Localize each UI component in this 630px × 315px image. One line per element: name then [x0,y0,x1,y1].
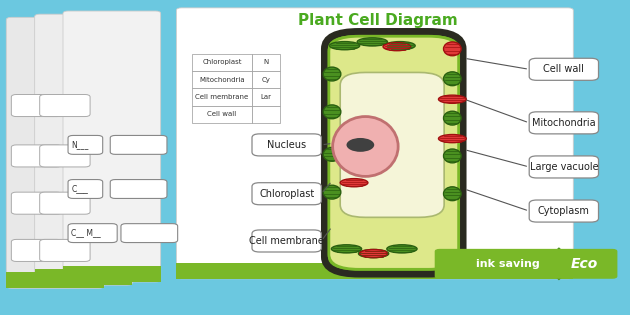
Bar [252,88,280,106]
FancyBboxPatch shape [11,94,62,117]
Ellipse shape [323,185,341,199]
Bar [176,263,573,279]
FancyBboxPatch shape [435,249,617,279]
Bar [252,71,280,88]
Ellipse shape [438,135,466,143]
FancyBboxPatch shape [252,134,321,156]
Text: ink saving: ink saving [476,259,540,269]
Bar [192,106,252,123]
FancyBboxPatch shape [40,145,90,167]
Text: Nucleus: Nucleus [267,140,306,150]
Text: Cell wall: Cell wall [544,64,584,74]
Text: Mitochondria: Mitochondria [532,118,595,128]
Ellipse shape [323,147,341,161]
FancyBboxPatch shape [252,183,321,205]
FancyBboxPatch shape [68,224,117,243]
Text: Eco: Eco [571,257,598,271]
FancyBboxPatch shape [6,17,104,288]
FancyBboxPatch shape [529,112,598,134]
Bar [192,88,252,106]
Text: Large vacuole: Large vacuole [530,162,598,172]
FancyBboxPatch shape [529,156,598,178]
FancyBboxPatch shape [11,239,62,261]
FancyBboxPatch shape [110,135,167,154]
Ellipse shape [444,42,461,56]
Ellipse shape [329,42,360,50]
Text: Chloroplast: Chloroplast [202,59,242,65]
FancyBboxPatch shape [176,8,573,279]
FancyBboxPatch shape [40,94,90,117]
FancyBboxPatch shape [324,32,463,274]
Ellipse shape [357,38,387,46]
Ellipse shape [323,105,341,119]
FancyBboxPatch shape [121,224,178,243]
Text: Chloroplast: Chloroplast [259,189,314,199]
Ellipse shape [383,43,411,51]
FancyBboxPatch shape [63,11,161,282]
Text: C__ M__: C__ M__ [71,229,101,238]
Text: Cy: Cy [261,77,271,83]
FancyBboxPatch shape [40,192,90,214]
Ellipse shape [444,187,461,201]
FancyBboxPatch shape [11,145,62,167]
Text: Cell membrane: Cell membrane [249,236,324,246]
FancyBboxPatch shape [35,14,132,285]
Text: C___: C___ [71,185,88,193]
Ellipse shape [323,67,341,81]
Text: Plant Cell Diagram: Plant Cell Diagram [298,13,458,28]
FancyBboxPatch shape [529,200,598,222]
Ellipse shape [438,95,466,103]
FancyBboxPatch shape [110,180,167,198]
Ellipse shape [444,72,461,86]
FancyBboxPatch shape [252,230,321,252]
Bar [192,71,252,88]
Bar [6,272,104,288]
Ellipse shape [387,245,417,253]
FancyBboxPatch shape [68,135,103,154]
Ellipse shape [385,42,415,50]
Ellipse shape [340,179,368,187]
Ellipse shape [333,117,398,176]
FancyBboxPatch shape [11,192,62,214]
Bar [35,269,132,285]
FancyBboxPatch shape [340,72,444,217]
FancyBboxPatch shape [40,239,90,261]
Text: N: N [263,59,269,65]
Text: Cell wall: Cell wall [207,111,237,117]
Bar [63,266,161,282]
FancyBboxPatch shape [68,180,103,198]
Bar [252,54,280,71]
Text: Mitochondria: Mitochondria [199,77,245,83]
Bar [252,106,280,123]
Ellipse shape [444,149,461,163]
Text: Lar: Lar [261,94,272,100]
Text: Cytoplasm: Cytoplasm [538,206,590,216]
FancyBboxPatch shape [529,58,598,80]
Ellipse shape [331,245,362,253]
Ellipse shape [346,138,374,152]
FancyBboxPatch shape [329,36,459,269]
Ellipse shape [360,249,387,258]
Ellipse shape [358,249,389,258]
Text: Cell membrane: Cell membrane [195,94,249,100]
Ellipse shape [444,111,461,125]
Text: N___: N___ [71,140,89,149]
Polygon shape [545,247,573,280]
Bar [192,54,252,71]
